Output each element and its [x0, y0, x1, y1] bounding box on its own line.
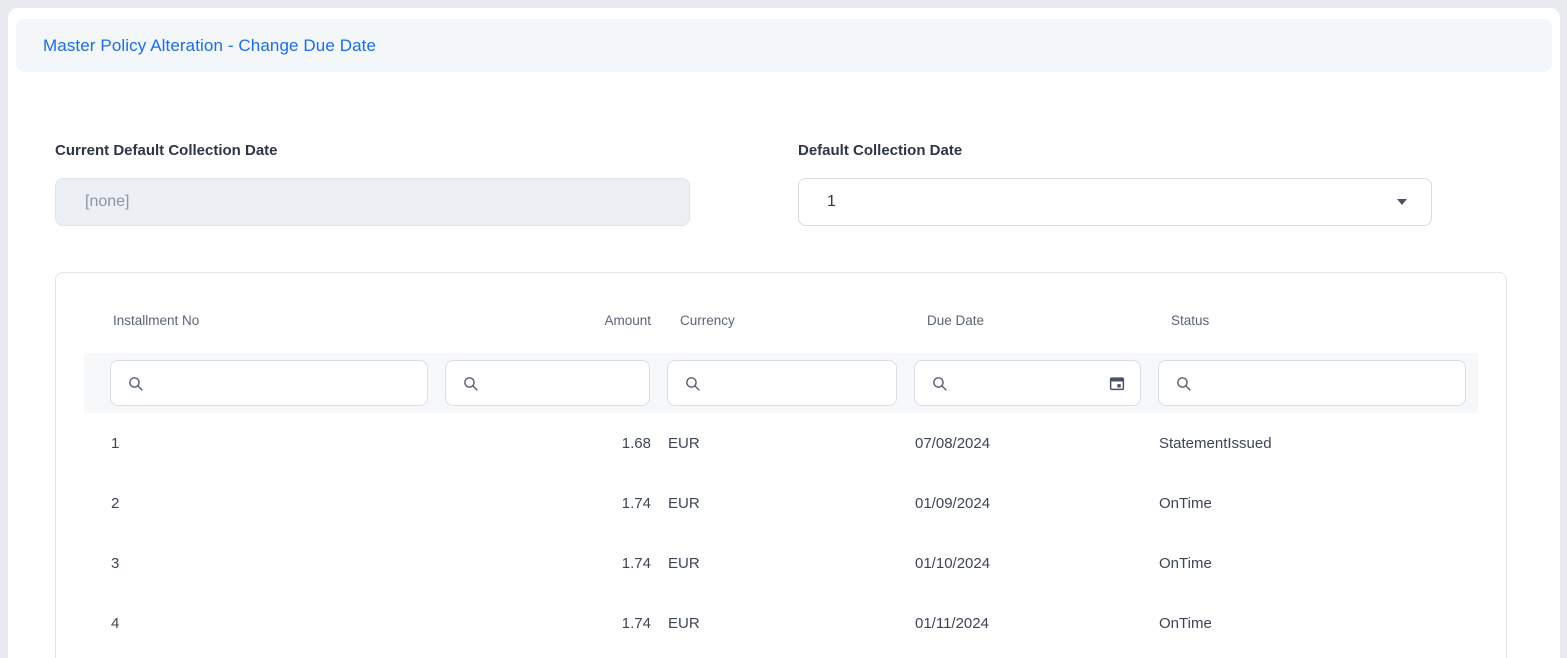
cell-installment-no: 4: [111, 614, 120, 632]
column-header-installment-no: Installment No: [113, 313, 200, 328]
table-row[interactable]: 3 1.74 EUR 01/10/2024 OnTime: [56, 533, 1506, 593]
amount-filter-input[interactable]: [489, 374, 635, 392]
installment-no-filter-input[interactable]: [154, 374, 413, 392]
field-current-default-collection-date: Current Default Collection Date [none]: [55, 142, 690, 226]
cell-installment-no: 1: [111, 434, 120, 452]
installments-table: Installment No Amount Currency Due Date …: [55, 272, 1507, 658]
currency-filter-input[interactable]: [711, 374, 882, 392]
cell-amount: 1.68: [621, 434, 651, 452]
cell-status: OnTime: [1159, 614, 1212, 632]
currency-filter[interactable]: [667, 360, 897, 406]
calendar-icon[interactable]: [1108, 374, 1126, 392]
main-card: Master Policy Alteration - Change Due Da…: [8, 8, 1560, 658]
installment-no-filter[interactable]: [110, 360, 428, 406]
column-header-amount: Amount: [604, 313, 651, 328]
column-header-due-date: Due Date: [927, 313, 985, 328]
column-header-status: Status: [1171, 313, 1210, 328]
default-collection-date-label: Default Collection Date: [798, 142, 963, 159]
cell-amount: 1.74: [621, 614, 651, 632]
search-icon: [462, 375, 479, 392]
page-header: Master Policy Alteration - Change Due Da…: [16, 19, 1552, 72]
cell-amount: 1.74: [621, 554, 651, 572]
default-collection-date-select[interactable]: 1: [798, 178, 1432, 226]
filter-row: [84, 353, 1478, 413]
form-row: Current Default Collection Date [none] D…: [8, 142, 1560, 226]
field-default-collection-date: Default Collection Date 1: [798, 142, 1432, 226]
search-icon: [1175, 375, 1192, 392]
table-body: 1 1.68 EUR 07/08/2024 StatementIssued 2 …: [56, 413, 1506, 653]
default-collection-date-value: 1: [827, 193, 836, 210]
current-default-collection-date-input: [none]: [55, 178, 690, 226]
table-header-row: Installment No Amount Currency Due Date …: [56, 273, 1506, 328]
cell-installment-no: 2: [111, 494, 120, 512]
table-row[interactable]: 2 1.74 EUR 01/09/2024 OnTime: [56, 473, 1506, 533]
cell-status: OnTime: [1159, 554, 1212, 572]
cell-due-date: 01/10/2024: [915, 554, 991, 572]
status-filter[interactable]: [1158, 360, 1466, 406]
column-header-currency: Currency: [680, 313, 735, 328]
current-default-collection-date-value: [none]: [85, 193, 130, 210]
cell-due-date: 07/08/2024: [915, 434, 991, 452]
cell-due-date: 01/09/2024: [915, 494, 991, 512]
current-default-collection-date-label: Current Default Collection Date: [55, 142, 278, 159]
amount-filter[interactable]: [445, 360, 650, 406]
cell-status: OnTime: [1159, 494, 1212, 512]
table-row[interactable]: 1 1.68 EUR 07/08/2024 StatementIssued: [56, 413, 1506, 473]
due-date-filter[interactable]: [914, 360, 1141, 406]
due-date-filter-input[interactable]: [958, 374, 1108, 392]
cell-currency: EUR: [668, 554, 700, 572]
status-filter-input[interactable]: [1202, 374, 1451, 392]
cell-currency: EUR: [668, 494, 700, 512]
page-title: Master Policy Alteration - Change Due Da…: [43, 35, 377, 55]
cell-due-date: 01/11/2024: [915, 614, 989, 632]
search-icon: [931, 375, 948, 392]
cell-currency: EUR: [668, 614, 700, 632]
table-row[interactable]: 4 1.74 EUR 01/11/2024 OnTime: [56, 593, 1506, 653]
search-icon: [684, 375, 701, 392]
chevron-down-icon: [1397, 199, 1407, 205]
search-icon: [127, 375, 144, 392]
cell-amount: 1.74: [621, 494, 651, 512]
cell-installment-no: 3: [111, 554, 120, 572]
cell-currency: EUR: [668, 434, 700, 452]
cell-status: StatementIssued: [1159, 434, 1272, 452]
